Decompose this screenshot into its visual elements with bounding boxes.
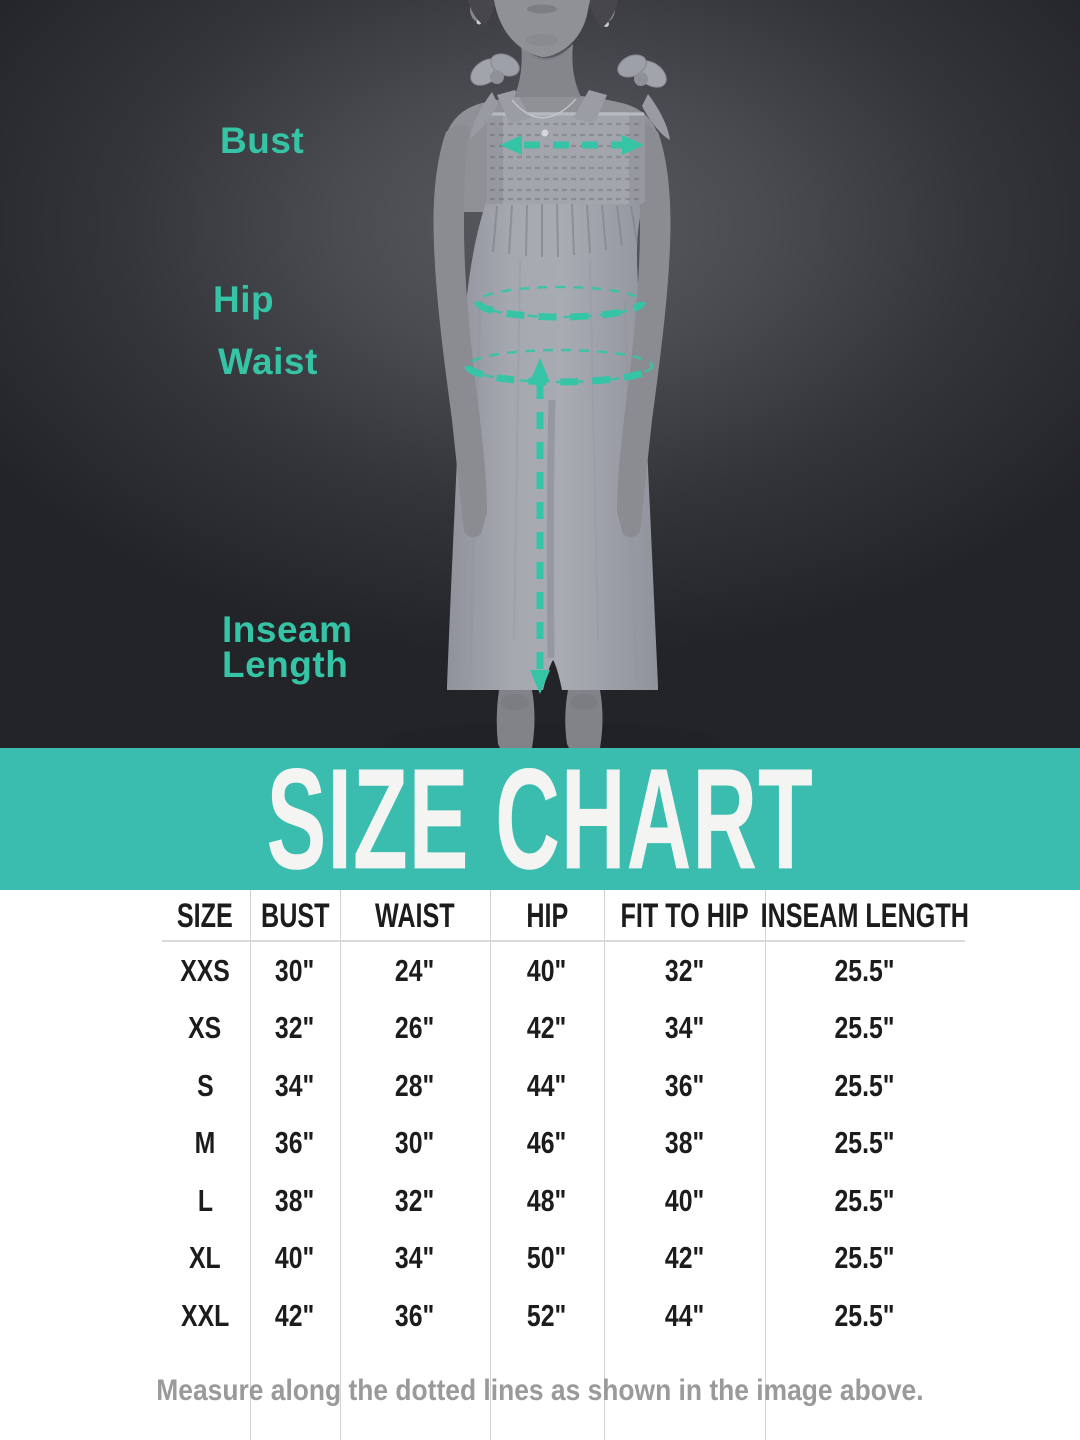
left-strap [497, 90, 531, 124]
table-cell: 42" [664, 1240, 705, 1276]
chin-shade [526, 34, 558, 46]
right-arm [617, 124, 671, 538]
header-divider [162, 940, 965, 942]
inseam-length-label: Inseam Length [222, 609, 353, 686]
left-arm [433, 124, 487, 538]
right-shoulder-bow [617, 54, 670, 140]
table-cell: 28" [395, 1067, 435, 1103]
column-divider [765, 890, 766, 1440]
table-cell: 32" [664, 952, 705, 988]
right-calf [565, 690, 603, 748]
table-cell: 38" [275, 1182, 315, 1218]
table-cell: 30" [395, 1125, 435, 1161]
table-cell: 25.5" [834, 1240, 896, 1276]
table-cell: 50" [527, 1240, 567, 1276]
smocked-bodice [487, 112, 645, 204]
jaw-shadow [521, 44, 573, 61]
table-cell: XL [189, 1240, 221, 1276]
left-knee-shade [501, 694, 529, 710]
table-cell: 42" [275, 1297, 315, 1333]
right-strap [573, 90, 607, 124]
model-figure [382, 0, 722, 748]
table-cell: 32" [275, 1010, 315, 1046]
table-cell: 25.5" [834, 952, 896, 988]
table-cell: 40" [275, 1240, 315, 1276]
table-cell: 34" [275, 1067, 315, 1103]
column-header: WAIST [375, 896, 455, 935]
hip-label: Hip [213, 279, 275, 320]
floor-shadow [382, 722, 722, 748]
model-photo-section: Bust Hip Waist Inseam Length [0, 0, 1080, 748]
hair-right [588, 0, 618, 28]
column-header: SIZE [177, 896, 233, 935]
table-cell: XXS [180, 952, 230, 988]
table-cell: 48" [527, 1182, 567, 1218]
column-header: INSEAM LENGTH [760, 896, 970, 935]
column-header: FIT TO HIP [620, 896, 749, 935]
table-cell: 40" [527, 952, 567, 988]
table-cell: 26" [395, 1010, 435, 1046]
table-cell: 52" [527, 1297, 567, 1333]
table-cell: 46" [527, 1125, 567, 1161]
waist-measure-ellipse [464, 348, 656, 386]
measurement-annotations [464, 135, 656, 694]
size-table-section: SIZE BUST WAIST HIP FIT TO HIP INSEAM LE… [0, 890, 1080, 1440]
table-cell: 25.5" [834, 1067, 896, 1103]
column-divider [250, 890, 251, 1440]
column-divider [604, 890, 605, 1440]
left-shoulder-bow [470, 53, 520, 138]
right-knee-shade [570, 694, 598, 710]
table-cell: 36" [664, 1067, 705, 1103]
size-chart-banner: SIZE CHART [0, 739, 1080, 899]
size-table: SIZE BUST WAIST HIP FIT TO HIP INSEAM LE… [160, 890, 970, 1345]
column-divider [340, 890, 341, 1440]
table-cell: 25.5" [834, 1297, 896, 1333]
measure-note: Measure along the dotted lines as shown … [156, 1374, 924, 1407]
table-cell: 42" [527, 1010, 567, 1046]
table-cell: 32" [395, 1182, 435, 1218]
table-cell: 34" [395, 1240, 435, 1276]
table-cell: 44" [527, 1067, 567, 1103]
skirt-gathers [492, 203, 638, 258]
necklace-pendant [541, 129, 549, 137]
table-cell: 25.5" [834, 1125, 896, 1161]
table-cell: 44" [664, 1297, 705, 1333]
necklace [511, 98, 577, 119]
table-cell: 34" [664, 1010, 705, 1046]
table-cell: S [196, 1067, 214, 1103]
left-calf [496, 690, 535, 748]
table-cell: 36" [275, 1125, 315, 1161]
table-cell: XS [188, 1010, 222, 1046]
table-cell: L [197, 1182, 213, 1218]
inseam-measure-line [530, 358, 550, 694]
table-cell: M [194, 1125, 216, 1161]
column-header: HIP [526, 896, 568, 935]
column-divider [490, 890, 491, 1440]
table-cell: 25.5" [834, 1182, 896, 1218]
table-cell: 30" [275, 952, 315, 988]
table-cell: 40" [664, 1182, 705, 1218]
hip-measure-ellipse [474, 285, 646, 321]
hair-left [468, 0, 496, 26]
table-cell: 36" [395, 1297, 435, 1333]
table-cell: 24" [395, 952, 435, 988]
bust-measure-arrow [500, 135, 644, 155]
waist-label: Waist [218, 341, 318, 382]
neck [514, 44, 581, 97]
table-cell: 38" [664, 1125, 705, 1161]
table-cell: XXL [180, 1297, 230, 1333]
mouth [527, 4, 557, 14]
column-header: BUST [260, 896, 330, 935]
table-cell: 25.5" [834, 1010, 896, 1046]
face [494, 0, 590, 57]
banner-title: SIZE CHART [266, 739, 814, 899]
bust-label: Bust [220, 120, 305, 161]
